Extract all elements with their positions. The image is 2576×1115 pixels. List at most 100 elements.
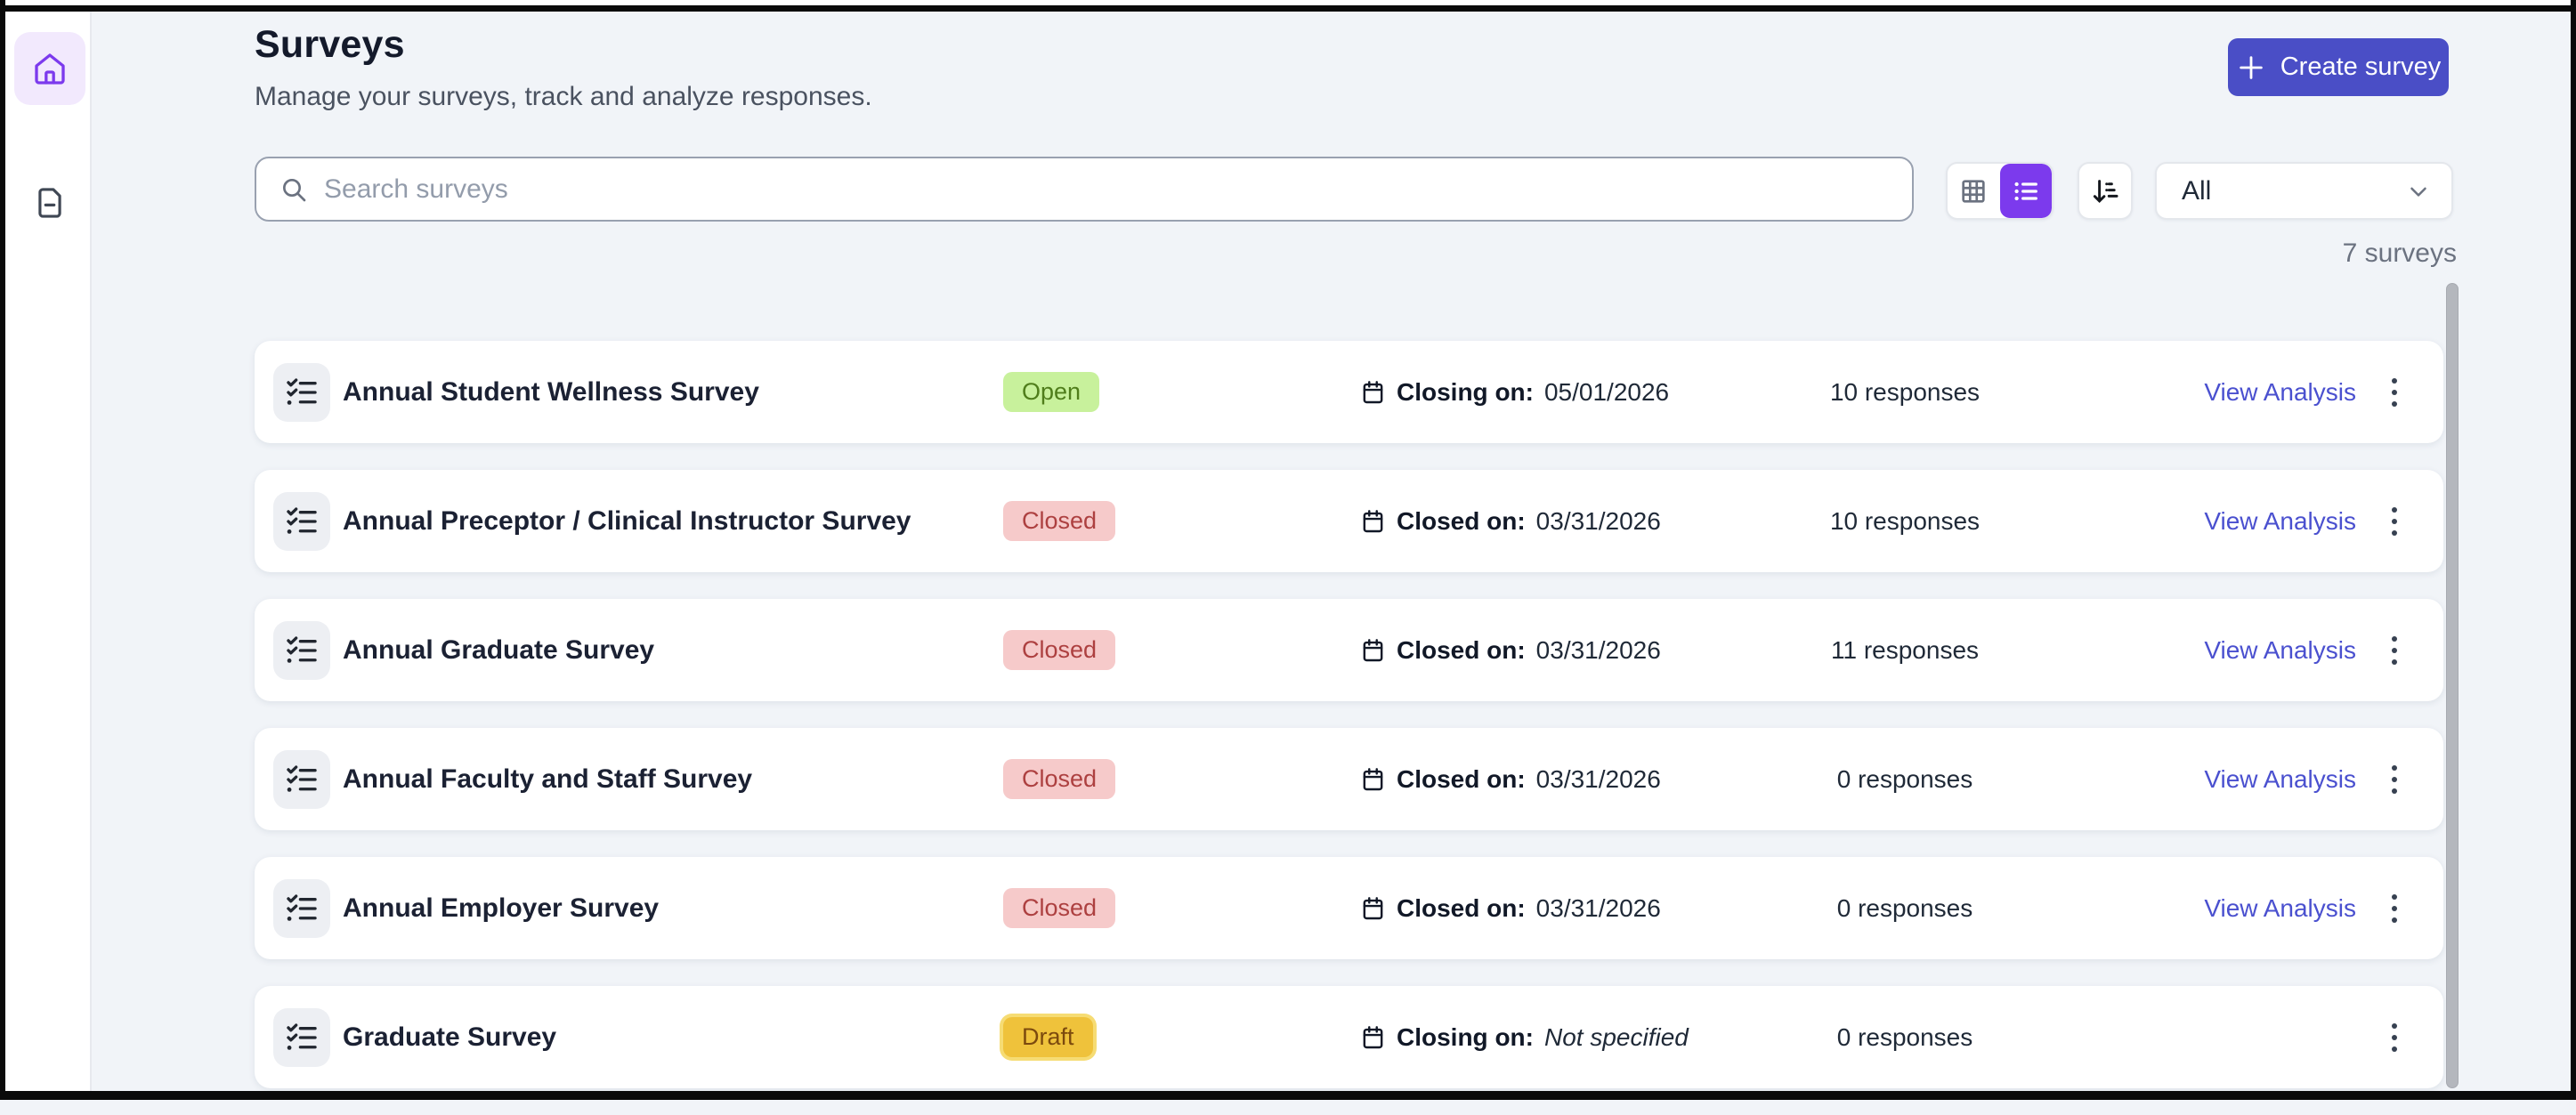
view-analysis-link[interactable]: View Analysis (2204, 764, 2356, 793)
window-border-top-strip (0, 0, 2576, 5)
calendar-icon (1360, 1023, 1386, 1051)
date-label: Closed on: (1397, 893, 1526, 922)
sidebar-item-home[interactable] (14, 32, 85, 105)
chevron-down-icon (2405, 178, 2432, 205)
responses-count: 0 responses (1836, 764, 1973, 793)
survey-date-cell: Closed on: 03/31/2026 (1360, 507, 1816, 536)
survey-actions: View Analysis (1994, 369, 2408, 416)
survey-date-cell: Closing on: 05/01/2026 (1360, 378, 1816, 407)
grid-view-button[interactable] (1948, 164, 2000, 218)
vertical-scrollbar-thumb[interactable] (2446, 283, 2459, 1088)
view-analysis-link[interactable]: View Analysis (2204, 635, 2356, 664)
window-border-right (2571, 0, 2576, 1100)
page-title: Surveys (255, 23, 405, 66)
survey-icon-box (273, 620, 330, 680)
survey-card[interactable]: Annual Student Wellness Survey Open Clos… (255, 341, 2443, 443)
date-value: 03/31/2026 (1535, 635, 1661, 664)
survey-title: Annual Preceptor / Clinical Instructor S… (343, 505, 911, 536)
survey-status-cell: Closed (1003, 759, 1360, 799)
row-menu-button[interactable] (2381, 885, 2408, 932)
page-subtitle: Manage your surveys, track and analyze r… (255, 82, 872, 111)
survey-icon-box (273, 1007, 330, 1067)
survey-date-cell: Closing on: Not specified (1360, 1023, 1816, 1052)
date-label: Closed on: (1397, 764, 1526, 793)
row-menu-button[interactable] (2381, 498, 2408, 545)
view-analysis-link[interactable]: View Analysis (2204, 893, 2356, 922)
checklist-icon (285, 763, 319, 796)
responses-count: 10 responses (1829, 377, 1981, 406)
document-icon (33, 184, 67, 222)
view-toggle (1946, 162, 2054, 220)
sort-descending-icon (2090, 176, 2120, 206)
date-value: 03/31/2026 (1535, 893, 1661, 922)
window-border-bottom (0, 1091, 2576, 1100)
search-box (255, 157, 1914, 222)
status-badge: Closed (1003, 888, 1116, 928)
create-survey-button[interactable]: Create survey (2228, 38, 2449, 96)
status-badge: Draft (1003, 1017, 1093, 1057)
calendar-icon (1360, 507, 1386, 535)
checklist-icon (285, 376, 319, 409)
create-survey-label: Create survey (2280, 53, 2442, 81)
survey-actions: View Analysis (1994, 498, 2408, 545)
survey-icon-box (273, 491, 330, 551)
date-label: Closing on: (1397, 377, 1534, 406)
survey-title: Graduate Survey (343, 1022, 557, 1052)
survey-title: Annual Employer Survey (343, 893, 660, 923)
checklist-icon (285, 892, 319, 925)
survey-card[interactable]: Annual Preceptor / Clinical Instructor S… (255, 470, 2443, 572)
row-menu-button[interactable] (2381, 1014, 2408, 1061)
status-filter-dropdown[interactable]: All (2155, 162, 2453, 220)
checklist-icon (285, 505, 319, 538)
survey-icon-box (273, 878, 330, 938)
survey-date-cell: Closed on: 03/31/2026 (1360, 894, 1816, 923)
survey-icon-box (273, 362, 330, 422)
row-menu-button[interactable] (2381, 369, 2408, 416)
status-badge: Open (1003, 372, 1100, 412)
date-label: Closed on: (1397, 635, 1526, 664)
date-value: Not specified (1543, 1022, 1689, 1051)
window-border-left (0, 0, 5, 1100)
list-view-button[interactable] (1999, 164, 2052, 218)
survey-card[interactable]: Annual Employer Survey Closed Closed on:… (255, 857, 2443, 959)
survey-status-cell: Closed (1003, 501, 1360, 541)
survey-status-cell: Closed (1003, 630, 1360, 670)
date-value: 05/01/2026 (1543, 377, 1670, 406)
date-label: Closing on: (1397, 1022, 1534, 1051)
calendar-icon (1360, 378, 1386, 406)
survey-title: Annual Graduate Survey (343, 634, 655, 665)
survey-card[interactable]: Graduate Survey Draft Closing on: Not sp… (255, 986, 2443, 1088)
survey-status-cell: Open (1003, 372, 1360, 412)
survey-count: 7 surveys (2342, 238, 2457, 268)
responses-count: 11 responses (1830, 635, 1980, 664)
survey-card[interactable]: Annual Faculty and Staff Survey Closed C… (255, 728, 2443, 830)
home-icon (32, 51, 68, 86)
window-border-top (0, 5, 2576, 12)
status-badge: Closed (1003, 630, 1116, 670)
checklist-icon (285, 1021, 319, 1054)
list-icon (2012, 177, 2040, 206)
status-badge: Closed (1003, 759, 1116, 799)
survey-status-cell: Draft (1003, 1017, 1360, 1057)
status-badge: Closed (1003, 501, 1116, 541)
survey-card[interactable]: Annual Graduate Survey Closed Closed on:… (255, 599, 2443, 701)
sort-button[interactable] (2078, 162, 2133, 220)
sidebar (5, 12, 92, 1091)
view-analysis-link[interactable]: View Analysis (2204, 506, 2356, 535)
calendar-icon (1360, 765, 1386, 793)
survey-icon-box (273, 749, 330, 809)
row-menu-button[interactable] (2381, 756, 2408, 803)
survey-actions (1994, 1014, 2408, 1061)
survey-actions: View Analysis (1994, 627, 2408, 674)
survey-actions: View Analysis (1994, 756, 2408, 803)
view-analysis-link[interactable]: View Analysis (2204, 377, 2356, 406)
grid-icon (1959, 177, 1988, 206)
sidebar-item-documents[interactable] (14, 172, 85, 234)
checklist-icon (285, 634, 319, 667)
date-label: Closed on: (1397, 506, 1526, 535)
survey-date-cell: Closed on: 03/31/2026 (1360, 765, 1816, 794)
row-menu-button[interactable] (2381, 627, 2408, 674)
search-input[interactable] (324, 174, 1889, 205)
survey-title: Annual Faculty and Staff Survey (343, 764, 753, 794)
calendar-icon (1360, 636, 1386, 664)
